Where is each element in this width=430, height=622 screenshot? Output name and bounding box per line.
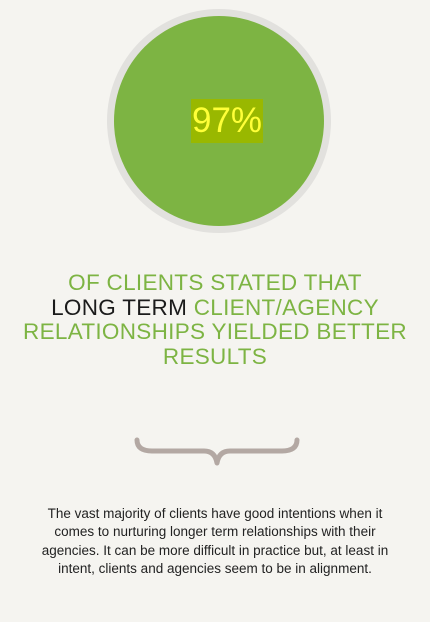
headline-part-2: CLIENT/AGENCY RELATIONSHIPS YIELDED BETT… bbox=[23, 294, 407, 369]
curly-brace-divider-icon bbox=[134, 437, 300, 466]
body-paragraph: The vast majority of clients have good i… bbox=[41, 505, 389, 577]
stat-circle-ring: 97% bbox=[107, 9, 331, 233]
stat-percentage: 97% bbox=[191, 99, 264, 143]
stat-circle: 97% bbox=[114, 16, 324, 226]
headline-highlight: LONG TERM bbox=[51, 294, 188, 320]
headline: OF CLIENTS STATED THAT LONG TERM CLIENT/… bbox=[20, 270, 410, 369]
headline-part-1: OF CLIENTS STATED THAT bbox=[68, 270, 362, 295]
